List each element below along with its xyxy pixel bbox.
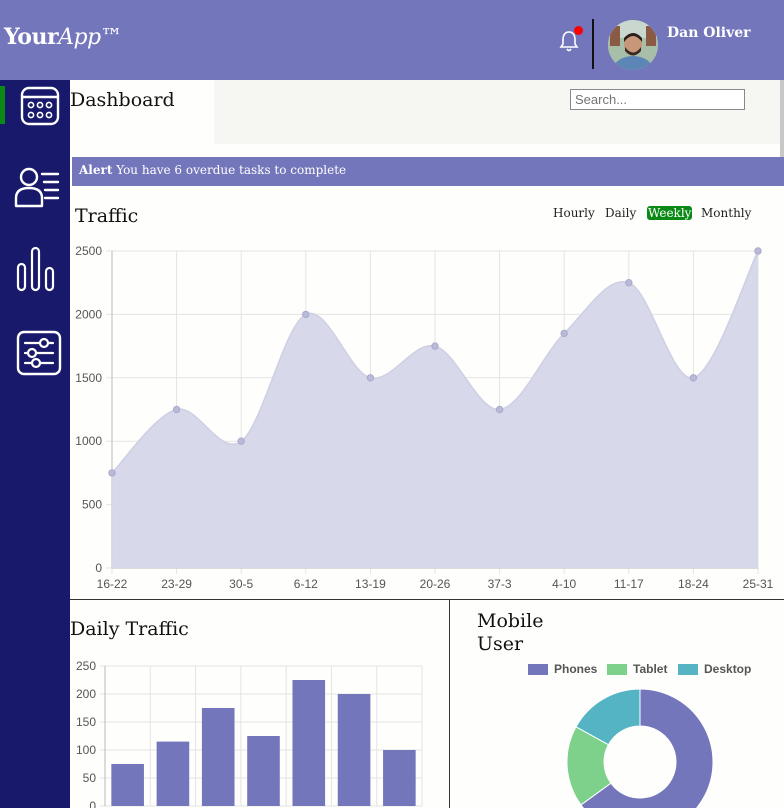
x-tick-label: 4-10	[552, 577, 576, 591]
y-tick-label: 0	[89, 799, 96, 808]
traffic-point	[431, 342, 439, 350]
sidebar-item-analytics[interactable]	[0, 244, 70, 294]
traffic-point	[754, 247, 762, 255]
mobile-title-line1: Mobile	[477, 610, 544, 632]
donut-slice-desktop	[575, 688, 641, 746]
user-name[interactable]: Dan Oliver	[667, 25, 751, 41]
avatar[interactable]	[608, 20, 658, 70]
legend-swatch	[678, 663, 698, 675]
bar-chart-icon	[16, 246, 55, 292]
alert-banner[interactable]: Alert You have 6 overdue tasks to comple…	[72, 157, 784, 186]
mobile-title-line2: User	[477, 633, 524, 655]
daily-bar	[111, 764, 144, 806]
sidebar-item-dashboard[interactable]	[0, 80, 70, 130]
legend-label: Tablet	[633, 662, 668, 676]
traffic-point	[495, 405, 504, 414]
sliders-icon	[16, 330, 62, 376]
column-divider	[449, 600, 450, 808]
daily-bar	[292, 680, 326, 806]
daily-bar-chart: 0 50 100 150 200 250	[76, 659, 423, 808]
y-tick-label: 1500	[75, 371, 102, 385]
traffic-point	[172, 405, 181, 414]
traffic-point	[108, 469, 116, 477]
y-tick-label: 50	[83, 771, 97, 785]
notification-dot	[574, 26, 583, 35]
tab-daily[interactable]: Daily	[605, 206, 637, 220]
traffic-point	[366, 374, 375, 382]
y-tick-label: 150	[76, 715, 96, 729]
bell-icon[interactable]	[558, 29, 580, 53]
x-tick-label: 23-29	[161, 577, 192, 591]
y-tick-label: 2500	[75, 244, 102, 258]
mobile-user-title: Mobile User	[477, 610, 543, 656]
traffic-point	[302, 310, 310, 319]
tab-hourly[interactable]: Hourly	[553, 206, 595, 220]
x-tick-label: 37-3	[488, 577, 512, 591]
mobile-donut-chart	[566, 688, 714, 808]
daily-bar	[156, 741, 190, 806]
x-tick-label: 18-24	[678, 577, 709, 591]
traffic-title: Traffic	[75, 205, 139, 227]
y-tick-label: 100	[76, 743, 96, 757]
alert-message: You have 6 overdue tasks to complete	[116, 163, 347, 177]
calendar-grid-icon	[20, 86, 60, 126]
x-tick-label: 6-12	[294, 577, 318, 591]
y-tick-label: 250	[76, 659, 96, 673]
header-divider	[592, 19, 594, 69]
sidebar-item-settings[interactable]	[0, 330, 70, 380]
donut-slice-phones	[580, 688, 714, 808]
x-tick-label: 13-19	[355, 577, 386, 591]
page-title: Dashboard	[70, 89, 175, 111]
traffic-point	[560, 329, 568, 338]
daily-bar	[247, 736, 280, 806]
sidebar	[0, 80, 70, 808]
legend-label: Phones	[554, 662, 598, 676]
legend-tablet[interactable]: Tablet	[607, 662, 667, 676]
app-logo[interactable]: YourApp™	[4, 24, 123, 50]
traffic-point	[625, 279, 633, 287]
alert-label: Alert	[79, 163, 113, 177]
legend-swatch	[607, 663, 627, 675]
search-input[interactable]	[570, 89, 745, 110]
tab-monthly[interactable]: Monthly	[701, 206, 752, 220]
tab-weekly[interactable]: Weekly	[647, 206, 693, 220]
section-divider	[70, 599, 784, 600]
legend-label: Desktop	[704, 662, 752, 676]
scrollbar[interactable]	[780, 80, 784, 160]
avatar-photo	[608, 20, 658, 70]
logo-italic: App™	[58, 25, 123, 50]
sidebar-item-members[interactable]	[0, 162, 70, 212]
y-tick-label: 1000	[75, 434, 102, 448]
traffic-point	[689, 374, 698, 382]
traffic-point	[237, 437, 245, 445]
daily-bar	[383, 750, 416, 806]
traffic-line-chart: 0 500 1000 1500 2000 2500 16-22 23-29 30-5 6-12 13…	[75, 244, 774, 591]
legend-swatch	[528, 663, 548, 675]
x-tick-label: 20-26	[420, 577, 451, 591]
y-tick-label: 2000	[75, 307, 102, 321]
x-tick-label: 11-17	[614, 577, 644, 591]
x-tick-label: 25-31	[743, 577, 774, 591]
active-indicator	[0, 86, 5, 124]
legend-phones[interactable]: Phones	[528, 662, 597, 676]
logo-main: Your	[4, 24, 59, 50]
daily-bar	[201, 708, 235, 806]
x-tick-label: 16-22	[97, 577, 128, 591]
y-tick-label: 500	[82, 498, 102, 512]
top-header: YourApp™ Dan Oliver	[0, 0, 784, 80]
y-tick-label: 0	[95, 561, 102, 575]
legend-desktop[interactable]: Desktop	[678, 662, 751, 676]
users-list-icon	[14, 167, 60, 208]
x-tick-label: 30-5	[229, 577, 253, 591]
daily-bar	[337, 694, 371, 806]
y-tick-label: 200	[76, 687, 96, 701]
daily-traffic-title: Daily Traffic	[70, 618, 189, 640]
traffic-area	[112, 251, 758, 568]
